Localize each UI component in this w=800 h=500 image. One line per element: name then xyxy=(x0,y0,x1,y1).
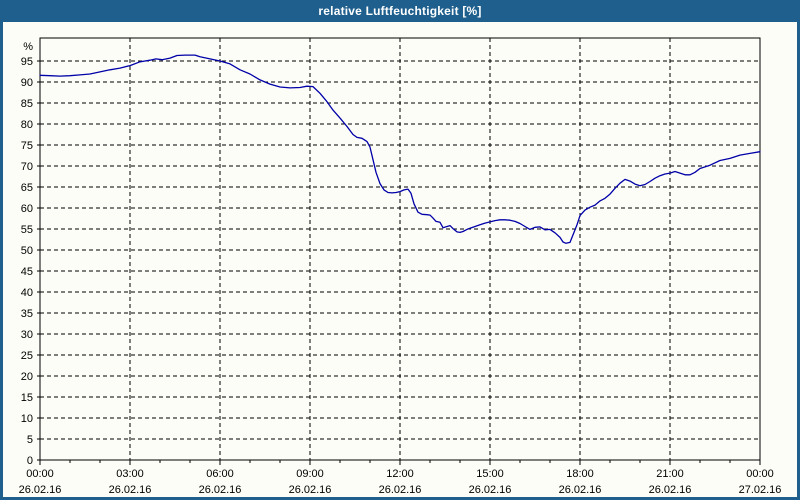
humidity-series-line xyxy=(39,54,761,244)
x-date-label: 26.02.16 xyxy=(289,484,332,496)
y-tick-label: 35 xyxy=(21,308,33,320)
y-tick-label: 60 xyxy=(21,203,33,215)
window-title: relative Luftfeuchtigkeit [%] xyxy=(318,4,482,18)
x-time-label: 18:00 xyxy=(566,468,594,480)
y-tick-label: 5 xyxy=(27,434,33,446)
x-date-label: 26.02.16 xyxy=(559,484,602,496)
y-tick-label: 75 xyxy=(21,140,33,152)
y-tick-label: 40 xyxy=(21,287,33,299)
x-date-label: 26.02.16 xyxy=(19,484,62,496)
y-tick-label: 0 xyxy=(27,455,33,467)
x-time-label: 00:00 xyxy=(26,468,54,480)
x-time-label: 03:00 xyxy=(116,468,144,480)
y-tick-label: 15 xyxy=(21,392,33,404)
y-tick-label: 30 xyxy=(21,329,33,341)
y-tick-label: 65 xyxy=(21,182,33,194)
y-tick-label: 55 xyxy=(21,224,33,236)
y-tick-label: 10 xyxy=(21,413,33,425)
y-tick-label: 45 xyxy=(21,266,33,278)
humidity-chart: 95908580757065605550454035302520151050%0… xyxy=(19,37,782,496)
x-date-label: 26.02.16 xyxy=(199,484,242,496)
y-tick-label: 90 xyxy=(21,77,33,89)
x-date-label: 27.02.16 xyxy=(739,484,782,496)
y-tick-label: 20 xyxy=(21,371,33,383)
y-tick-label: 70 xyxy=(21,161,33,173)
x-time-label: 06:00 xyxy=(206,468,234,480)
x-date-label: 26.02.16 xyxy=(109,484,152,496)
y-tick-label: 95 xyxy=(21,56,33,68)
x-date-label: 26.02.16 xyxy=(649,484,692,496)
x-time-label: 15:00 xyxy=(476,468,504,480)
x-time-label: 09:00 xyxy=(296,468,324,480)
y-axis-unit-label: % xyxy=(23,41,33,53)
x-time-label: 21:00 xyxy=(656,468,684,480)
y-tick-label: 85 xyxy=(21,98,33,110)
y-tick-label: 25 xyxy=(21,350,33,362)
y-tick-label: 50 xyxy=(21,245,33,257)
chart-content: 95 90 85 80 75 70 65 60 55 50 45 40 35 30 25 20 15 10 5 0% 0… xyxy=(3,22,797,497)
x-time-label: 00:00 xyxy=(746,468,774,480)
x-date-label: 26.02.16 xyxy=(469,484,512,496)
title-bar: relative Luftfeuchtigkeit [%] xyxy=(0,0,800,22)
x-time-label: 12:00 xyxy=(386,468,414,480)
y-tick-label: 80 xyxy=(21,119,33,131)
x-date-label: 26.02.16 xyxy=(379,484,422,496)
